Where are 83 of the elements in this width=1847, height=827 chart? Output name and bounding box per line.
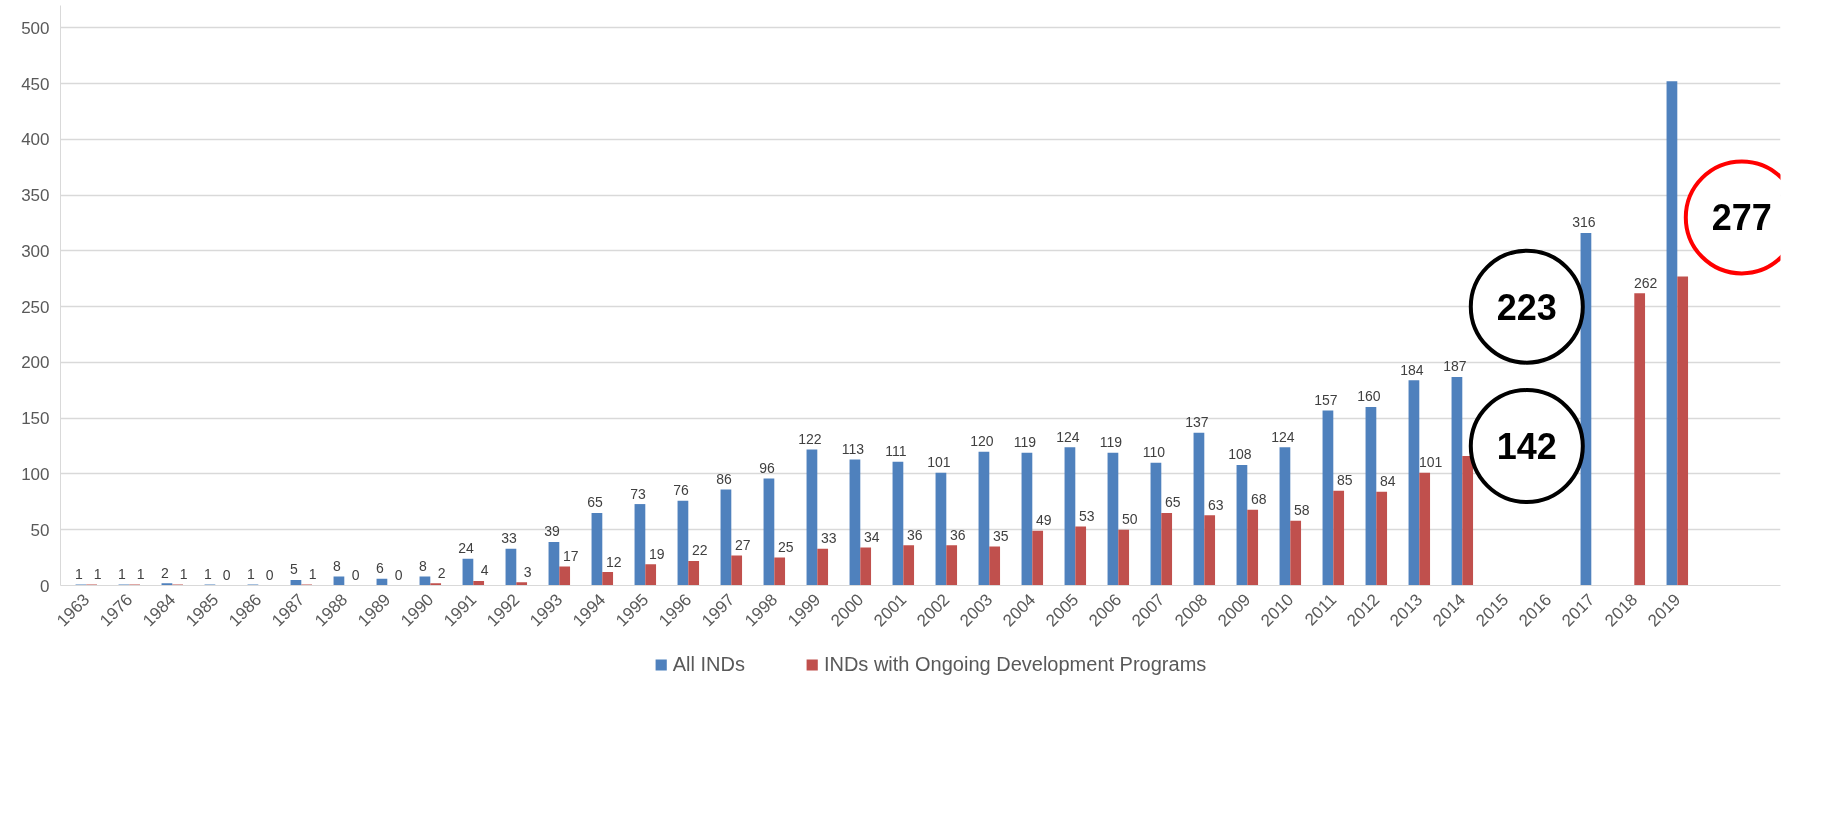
data-label: 120: [970, 433, 994, 450]
data-label: 76: [673, 482, 689, 499]
data-label: 33: [820, 530, 837, 547]
data-label: 65: [1164, 494, 1181, 511]
y-tick-label: 50: [30, 520, 50, 540]
data-label: 110: [1142, 444, 1166, 461]
data-label: 0: [265, 566, 274, 583]
data-label: 2: [161, 564, 170, 581]
data-label: 111: [885, 443, 907, 460]
legend-label: INDs with Ongoing Development Programs: [823, 652, 1207, 676]
data-label: 36: [949, 526, 966, 543]
data-label: 17: [562, 547, 579, 564]
data-label: 34: [863, 529, 880, 545]
data-label: 0: [351, 566, 360, 583]
data-label: 8: [419, 558, 428, 574]
data-label: 0: [222, 566, 231, 583]
data-label: 1: [75, 565, 84, 582]
data-label: 19: [648, 545, 665, 562]
data-label: 1: [118, 565, 127, 582]
data-label: 262: [1634, 274, 1658, 291]
data-label: 6: [376, 560, 385, 577]
text: 277: [1711, 197, 1772, 239]
data-label: 119: [1013, 434, 1037, 451]
data-label: 1: [204, 565, 213, 582]
annotation: 223: [1496, 286, 1557, 328]
data-label: 124: [1056, 428, 1080, 445]
data-label: 85: [1336, 472, 1353, 489]
y-tick-label: 100: [21, 464, 50, 484]
data-label: 58: [1293, 502, 1310, 519]
data-label: 8: [333, 558, 342, 574]
data-label: 119: [1099, 434, 1123, 451]
data-label: 24: [458, 540, 474, 557]
data-label: 25: [777, 539, 794, 556]
data-label: 1: [247, 565, 256, 582]
data-label: 73: [630, 485, 646, 502]
legend-label: All INDs: [672, 652, 745, 676]
data-label: 50: [1121, 511, 1138, 528]
y-tick-label: 200: [21, 353, 50, 373]
data-label: 36: [906, 526, 923, 543]
data-label: 53: [1078, 507, 1095, 524]
data-label: 113: [841, 440, 865, 457]
data-label: 4: [480, 562, 489, 579]
data-label: 137: [1185, 414, 1209, 431]
annotation: 142: [1496, 426, 1557, 468]
data-label: 101: [1419, 454, 1443, 471]
data-label: 184: [1400, 361, 1424, 378]
data-label: 84: [1379, 473, 1396, 490]
data-label: 27: [734, 536, 751, 553]
data-label: 157: [1314, 391, 1338, 408]
y-tick-label: 350: [21, 186, 50, 206]
data-label: 1: [179, 565, 188, 582]
data-label: 122: [798, 430, 822, 447]
data-label: 101: [927, 454, 951, 471]
data-label: 22: [691, 542, 708, 559]
data-label: 5: [290, 561, 299, 578]
data-label: 3: [523, 563, 532, 580]
y-tick-label: 450: [21, 74, 50, 94]
data-label: 68: [1250, 491, 1267, 508]
data-label: 33: [501, 530, 517, 547]
y-tick-label: 300: [21, 241, 50, 261]
data-label: 2: [437, 564, 446, 581]
data-label: 12: [605, 553, 622, 570]
y-tick-label: 400: [21, 130, 50, 150]
data-label: 63: [1207, 496, 1224, 513]
data-label: 49: [1035, 512, 1052, 529]
data-label: 316: [1572, 214, 1596, 231]
data-label: 35: [992, 527, 1009, 544]
data-label: 1: [136, 565, 145, 582]
y-tick-label: 150: [21, 409, 50, 429]
data-label: 124: [1271, 428, 1295, 445]
data-label: 187: [1443, 358, 1467, 375]
data-label: 0: [394, 566, 403, 583]
data-label: 1: [93, 565, 102, 582]
data-label: 160: [1357, 388, 1381, 405]
data-label: 1: [308, 565, 317, 582]
data-label: 86: [716, 471, 732, 487]
data-label: 65: [587, 494, 603, 511]
y-tick-label: 0: [40, 576, 50, 596]
data-label: 39: [544, 523, 560, 540]
data-label: 108: [1228, 446, 1252, 463]
y-tick-label: 250: [21, 297, 50, 317]
data-label: 96: [759, 459, 775, 476]
y-tick-label: 500: [21, 18, 50, 38]
